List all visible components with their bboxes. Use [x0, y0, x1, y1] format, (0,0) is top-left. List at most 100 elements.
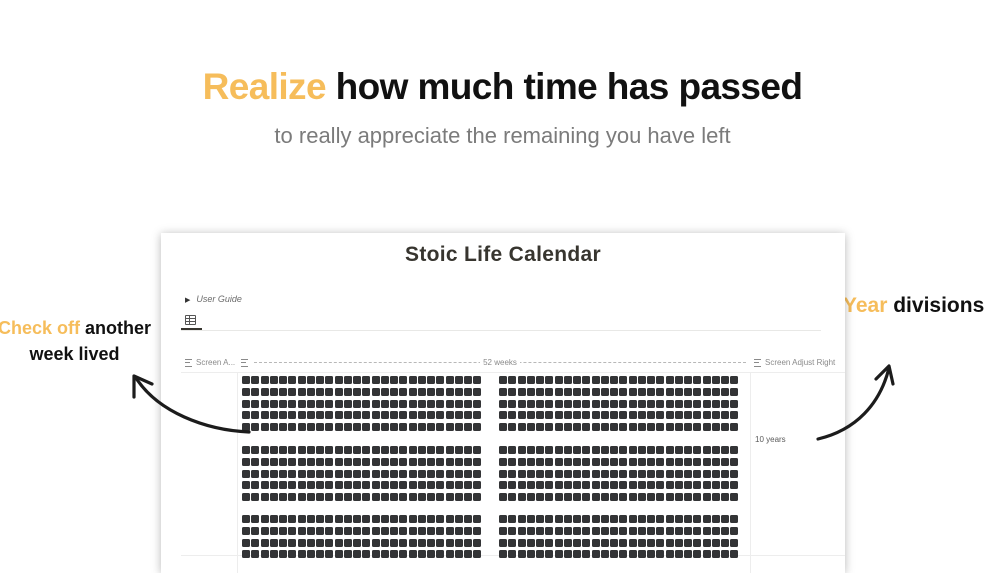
week-checkbox[interactable]	[399, 387, 408, 396]
week-checkbox[interactable]	[260, 399, 269, 408]
week-checkbox[interactable]	[436, 423, 445, 432]
week-checkbox[interactable]	[600, 469, 609, 478]
week-checkbox[interactable]	[656, 550, 665, 559]
week-checkbox[interactable]	[665, 387, 674, 396]
week-checkbox[interactable]	[730, 481, 739, 490]
week-checkbox[interactable]	[473, 469, 482, 478]
week-checkbox[interactable]	[656, 411, 665, 420]
week-checkbox[interactable]	[628, 387, 637, 396]
week-checkbox[interactable]	[721, 376, 729, 384]
week-checkbox[interactable]	[436, 469, 445, 478]
week-checkbox[interactable]	[637, 469, 646, 478]
week-checkbox[interactable]	[251, 538, 260, 547]
week-checkbox[interactable]	[517, 538, 526, 547]
week-checkbox[interactable]	[371, 423, 380, 432]
week-checkbox[interactable]	[408, 376, 417, 384]
week-checkbox[interactable]	[445, 493, 454, 502]
week-checkbox[interactable]	[600, 457, 609, 466]
week-checkbox[interactable]	[306, 469, 315, 478]
week-checkbox[interactable]	[730, 457, 739, 466]
week-checkbox[interactable]	[251, 411, 260, 420]
week-checkbox[interactable]	[610, 423, 618, 432]
week-checkbox[interactable]	[325, 399, 334, 408]
week-checkbox[interactable]	[665, 538, 674, 547]
week-checkbox[interactable]	[408, 411, 417, 420]
week-checkbox[interactable]	[390, 526, 398, 535]
week-checkbox[interactable]	[260, 457, 269, 466]
week-checkbox[interactable]	[325, 515, 334, 523]
week-checkbox[interactable]	[427, 469, 435, 478]
week-checkbox[interactable]	[390, 423, 398, 432]
week-checkbox[interactable]	[417, 376, 426, 384]
week-checkbox[interactable]	[508, 493, 517, 502]
week-checkbox[interactable]	[582, 493, 591, 502]
week-checkbox[interactable]	[417, 526, 426, 535]
week-checkbox[interactable]	[610, 446, 618, 454]
week-checkbox[interactable]	[674, 387, 683, 396]
week-checkbox[interactable]	[445, 399, 454, 408]
column-header-weeks[interactable]: 52 weeks	[254, 358, 746, 367]
week-checkbox[interactable]	[693, 423, 702, 432]
week-checkbox[interactable]	[325, 411, 334, 420]
week-checkbox[interactable]	[702, 493, 711, 502]
week-checkbox[interactable]	[343, 376, 352, 384]
week-checkbox[interactable]	[464, 481, 472, 490]
week-checkbox[interactable]	[573, 550, 581, 559]
week-checkbox[interactable]	[684, 376, 692, 384]
week-checkbox[interactable]	[343, 411, 352, 420]
week-checkbox[interactable]	[591, 515, 600, 523]
week-checkbox[interactable]	[269, 399, 278, 408]
week-checkbox[interactable]	[674, 538, 683, 547]
week-checkbox[interactable]	[306, 526, 315, 535]
week-checkbox[interactable]	[316, 515, 324, 523]
week-checkbox[interactable]	[573, 387, 581, 396]
week-checkbox[interactable]	[464, 526, 472, 535]
week-checkbox[interactable]	[600, 423, 609, 432]
week-checkbox[interactable]	[508, 538, 517, 547]
week-checkbox[interactable]	[517, 550, 526, 559]
week-checkbox[interactable]	[563, 387, 572, 396]
week-checkbox[interactable]	[665, 515, 674, 523]
week-checkbox[interactable]	[591, 526, 600, 535]
week-checkbox[interactable]	[417, 550, 426, 559]
week-checkbox[interactable]	[353, 526, 361, 535]
week-checkbox[interactable]	[563, 515, 572, 523]
week-checkbox[interactable]	[600, 376, 609, 384]
week-checkbox[interactable]	[343, 550, 352, 559]
week-checkbox[interactable]	[647, 387, 655, 396]
week-checkbox[interactable]	[408, 457, 417, 466]
week-checkbox[interactable]	[600, 411, 609, 420]
week-checkbox[interactable]	[269, 538, 278, 547]
week-checkbox[interactable]	[325, 457, 334, 466]
week-checkbox[interactable]	[408, 526, 417, 535]
week-checkbox[interactable]	[445, 446, 454, 454]
week-checkbox[interactable]	[684, 446, 692, 454]
week-checkbox[interactable]	[380, 376, 389, 384]
week-checkbox[interactable]	[445, 481, 454, 490]
week-checkbox[interactable]	[582, 538, 591, 547]
week-checkbox[interactable]	[665, 493, 674, 502]
week-checkbox[interactable]	[730, 423, 739, 432]
week-checkbox[interactable]	[325, 526, 334, 535]
week-checkbox[interactable]	[436, 526, 445, 535]
week-checkbox[interactable]	[628, 515, 637, 523]
week-checkbox[interactable]	[242, 538, 250, 547]
week-checkbox[interactable]	[637, 550, 646, 559]
week-checkbox[interactable]	[637, 411, 646, 420]
week-checkbox[interactable]	[445, 538, 454, 547]
week-checkbox[interactable]	[288, 411, 297, 420]
week-checkbox[interactable]	[279, 387, 287, 396]
week-checkbox[interactable]	[417, 493, 426, 502]
week-checkbox[interactable]	[269, 411, 278, 420]
week-checkbox[interactable]	[610, 481, 618, 490]
week-checkbox[interactable]	[517, 469, 526, 478]
week-checkbox[interactable]	[454, 457, 463, 466]
week-checkbox[interactable]	[353, 550, 361, 559]
week-checkbox[interactable]	[665, 550, 674, 559]
week-checkbox[interactable]	[334, 399, 343, 408]
week-checkbox[interactable]	[508, 550, 517, 559]
week-checkbox[interactable]	[242, 387, 250, 396]
week-checkbox[interactable]	[297, 526, 306, 535]
week-checkbox[interactable]	[473, 550, 482, 559]
week-checkbox[interactable]	[582, 526, 591, 535]
